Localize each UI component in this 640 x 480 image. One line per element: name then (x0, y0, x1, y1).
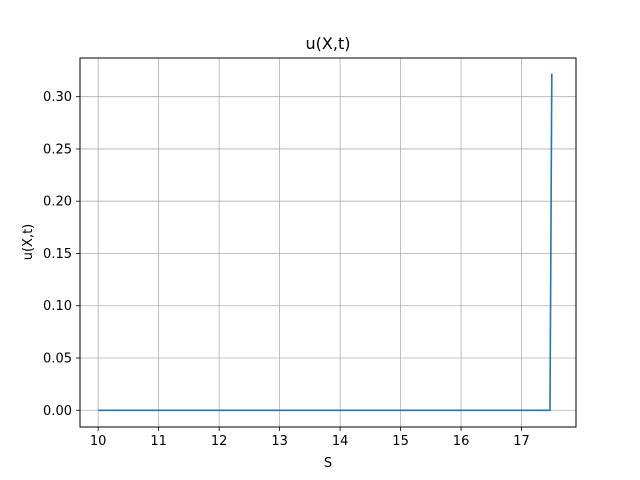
y-tick-label: 0.25 (43, 142, 72, 157)
x-tick-label: 14 (332, 434, 349, 449)
y-tick-label: 0.00 (43, 404, 72, 419)
y-axis-label: u(X,t) (21, 224, 36, 261)
x-tick-label: 11 (150, 434, 167, 449)
x-tick-label: 12 (211, 434, 228, 449)
x-tick-label: 10 (90, 434, 107, 449)
x-tick-label: 13 (271, 434, 288, 449)
y-tick-label: 0.20 (43, 195, 72, 210)
y-tick-label: 0.05 (43, 352, 72, 367)
x-tick-label: 16 (453, 434, 470, 449)
plot-frame (79, 57, 577, 428)
y-tick-label: 0.15 (43, 247, 72, 262)
x-axis-ticks: 10 11 12 13 14 15 16 17 (90, 427, 530, 449)
series-line (98, 73, 553, 412)
chart-title: u(X,t) (306, 34, 351, 53)
y-tick-label: 0.30 (43, 90, 72, 105)
series-layer (98, 73, 553, 412)
y-tick-label: 0.10 (43, 299, 72, 314)
x-tick-label: 15 (392, 434, 409, 449)
x-axis-label: S (324, 456, 332, 471)
x-tick-label: 17 (513, 434, 530, 449)
y-axis-ticks: 0.00 0.05 0.10 0.15 0.20 0.25 0.30 (43, 90, 80, 419)
grid-lines (80, 58, 576, 427)
